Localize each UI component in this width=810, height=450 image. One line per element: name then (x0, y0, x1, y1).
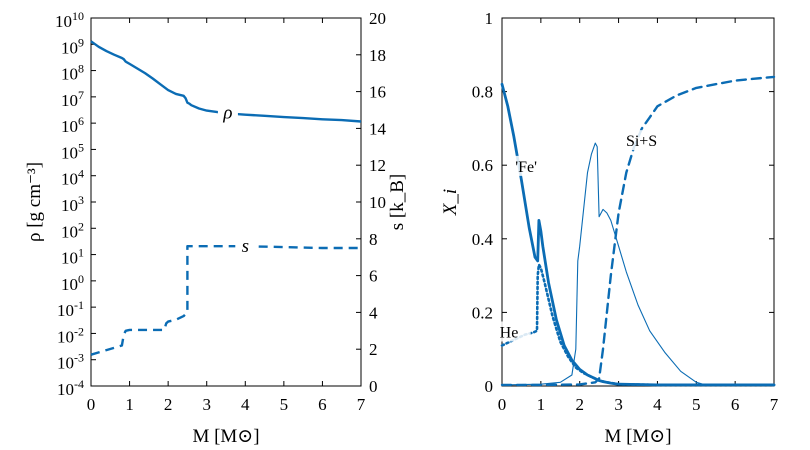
x-tick-label: 6 (318, 395, 327, 414)
left-panel: 0 1 2 3 4 5 6 710-410-310-210-11001011021031041… (24, 9, 408, 447)
right-y-tick-label: 18 (369, 46, 386, 65)
y-tick-label: 103 (61, 193, 84, 215)
y-tick-label: 1010 (55, 9, 84, 31)
right-y-tick-label: 10 (369, 193, 386, 212)
y-tick-label: 109 (61, 35, 84, 57)
x-tick-label: 0 (498, 395, 507, 414)
right-y-tick-label: 20 (369, 9, 386, 28)
x-tick-label: 5 (280, 395, 289, 414)
series-line-dashed (500, 75, 776, 387)
x-tick-label: 4 (653, 395, 662, 414)
x-tick-label: 1 (125, 395, 134, 414)
right-y-axis-label: s [k_B] (387, 174, 408, 230)
series-label: s (242, 236, 249, 257)
series-line-dotted (500, 263, 776, 387)
x-tick-label: 5 (692, 395, 701, 414)
right-y-tick-label: 16 (369, 83, 386, 102)
series-label-bg (512, 155, 547, 176)
right-panel: 0 1 2 3 4 5 6 7 0 0.2 0.4 0.6 0.8 1 M [M⊙] X_i 'Fe' He Si+… (440, 9, 779, 447)
y-axis-label: X_i (440, 189, 461, 216)
series-label: 'Fe' (515, 159, 537, 176)
series-label-bg (235, 234, 256, 257)
y-tick-label: 0.6 (472, 156, 493, 175)
y-tick-label: 0.8 (472, 83, 493, 102)
y-tick-label: 10-4 (57, 377, 84, 399)
y-tick-label: 107 (61, 88, 84, 110)
x-tick-label: 6 (731, 395, 740, 414)
x-axis-label: M [M⊙] (604, 426, 671, 447)
series-line-thick-solid (500, 82, 776, 387)
series-label-bg (217, 100, 238, 123)
y-tick-label: 0.2 (472, 303, 493, 322)
series-label: He (500, 324, 519, 341)
y-tick-label: 106 (61, 114, 84, 136)
plot-frame (501, 17, 775, 387)
right-y-tick-label: 12 (369, 156, 386, 175)
x-tick-label: 7 (357, 395, 366, 414)
x-tick-label: 1 (537, 395, 546, 414)
series-line-thin-solid (501, 142, 775, 386)
y-tick-label: 105 (61, 140, 84, 162)
left-y-axis-label: ρ [g cm⁻³] (24, 162, 45, 242)
y-tick-label: 100 (61, 272, 84, 294)
y-tick-label: 10-2 (57, 324, 84, 346)
right-y-tick-label: 8 (369, 230, 378, 249)
x-tick-label: 4 (241, 395, 250, 414)
series-s-line (90, 245, 361, 356)
y-tick-label: 0.4 (472, 230, 494, 249)
right-y-tick-label: 0 (369, 377, 378, 396)
right-y-tick-label: 6 (369, 267, 378, 286)
y-tick-label: 10-3 (57, 351, 84, 373)
y-tick-label: 0 (485, 377, 494, 396)
y-tick-label: 10-1 (57, 298, 84, 320)
x-tick-label: 3 (202, 395, 211, 414)
x-axis-label: M [M⊙] (192, 426, 259, 447)
x-tick-label: 0 (87, 395, 96, 414)
right-y-tick-label: 14 (369, 119, 387, 138)
x-tick-label: 2 (575, 395, 584, 414)
x-tick-label: 7 (770, 395, 779, 414)
y-tick-label: 104 (61, 167, 84, 189)
y-tick-label: 101 (61, 246, 84, 268)
x-tick-label: 3 (614, 395, 623, 414)
series-label-bg (622, 130, 657, 151)
y-tick-label: 102 (61, 219, 84, 241)
right-y-tick-label: 4 (369, 303, 378, 322)
series-label: Si+S (626, 133, 657, 150)
right-y-tick-label: 2 (369, 340, 378, 359)
series-label: ρ (222, 103, 232, 124)
series-rho-line (90, 40, 362, 123)
y-tick-label: 108 (61, 62, 84, 84)
y-tick-label: 1 (485, 9, 494, 28)
x-tick-label: 2 (164, 395, 173, 414)
series-label-bg (496, 321, 531, 342)
